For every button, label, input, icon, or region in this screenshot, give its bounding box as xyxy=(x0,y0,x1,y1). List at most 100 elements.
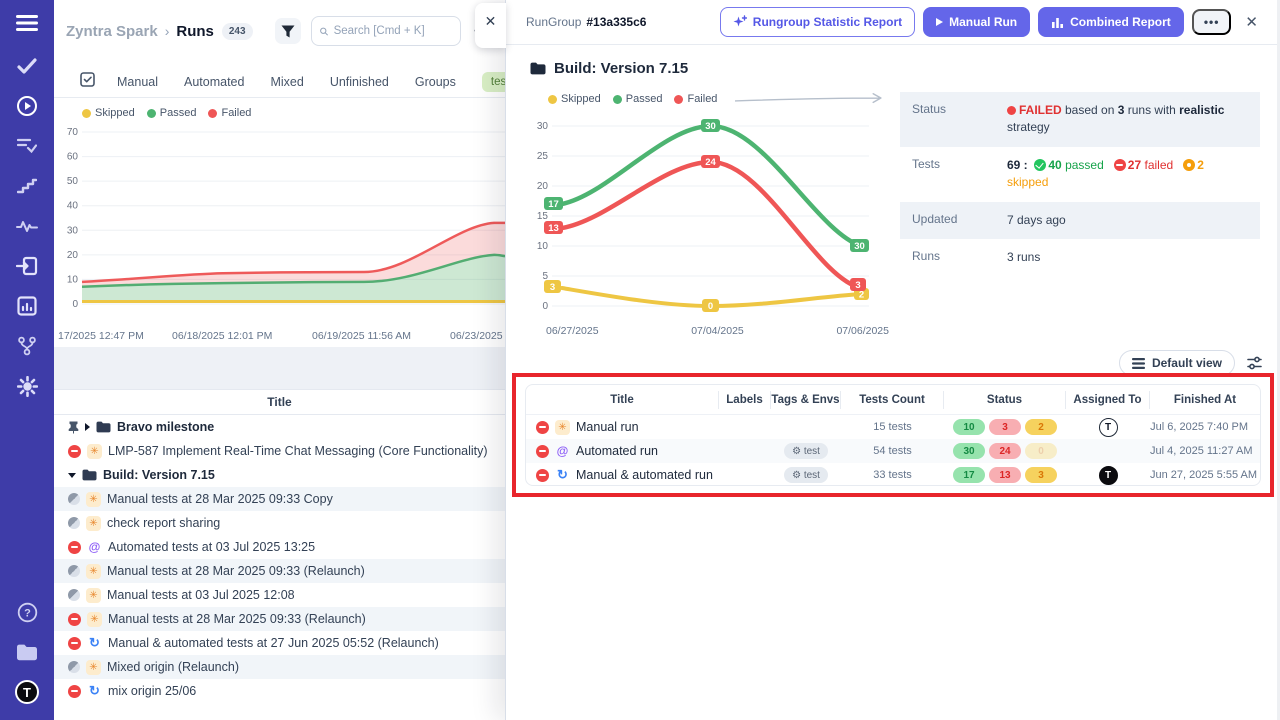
tests-check-icon[interactable] xyxy=(0,46,54,86)
list-item-run[interactable]: ✳ check report sharing xyxy=(54,511,505,535)
runs-list-title-header[interactable]: Title xyxy=(54,389,505,415)
search-input[interactable] xyxy=(334,25,452,37)
filter-button[interactable] xyxy=(275,18,301,44)
runs-play-icon[interactable] xyxy=(0,86,54,126)
assignee-avatar[interactable]: T xyxy=(1099,466,1118,485)
tests-count: 54 tests xyxy=(841,445,944,457)
list-item-folder-build[interactable]: Build: Version 7.15 xyxy=(54,463,505,487)
table-row-manual-run[interactable]: ✳ Manual run 15 tests 10 3 2 T Jul 6, 20… xyxy=(526,415,1260,439)
left-chart-x-axis: 17/2025 12:47 PM 06/18/2025 12:01 PM 06/… xyxy=(54,330,505,344)
import-icon[interactable] xyxy=(0,246,54,286)
rungroup-statistic-report-button[interactable]: Rungroup Statistic Report xyxy=(720,7,915,37)
projects-folder-icon[interactable] xyxy=(0,632,54,672)
help-icon[interactable]: ? xyxy=(0,592,54,632)
svg-text:24: 24 xyxy=(705,157,716,168)
status-value: FAILED based on 3 runs with realistic st… xyxy=(1007,102,1248,137)
skipped-pill: 3 xyxy=(1025,467,1057,483)
pulse-icon[interactable] xyxy=(0,206,54,246)
list-item-run[interactable]: ✳ LMP-587 Implement Real-Time Chat Messa… xyxy=(54,439,505,463)
drawer-close-button[interactable]: ✕ xyxy=(1239,9,1264,35)
drawer-edge-close-button[interactable]: ✕ xyxy=(475,3,506,48)
list-item-run[interactable]: ✳ Manual tests at 28 Mar 2025 09:33 Copy xyxy=(54,487,505,511)
col-status[interactable]: Status xyxy=(944,391,1066,409)
list-item-run[interactable]: ✳ Mixed origin (Relaunch) xyxy=(54,655,505,679)
x-tick: 07/04/2025 xyxy=(691,325,744,337)
list-item-label: Bravo milestone xyxy=(117,420,214,434)
col-tags-envs[interactable]: Tags & Envs xyxy=(771,391,841,409)
failed-legend-dot xyxy=(208,109,217,118)
tab-manual[interactable]: Manual xyxy=(117,75,158,89)
search-box[interactable] xyxy=(311,16,461,46)
svg-text:3: 3 xyxy=(550,282,555,293)
list-item-run[interactable]: ↻ mix origin 25/06 xyxy=(54,679,505,703)
list-item-run[interactable]: ↻ Manual & automated tests at 27 Jun 202… xyxy=(54,631,505,655)
col-finished-at[interactable]: Finished At xyxy=(1150,391,1260,409)
list-item-run[interactable]: @ Automated tests at 03 Jul 2025 13:25 xyxy=(54,535,505,559)
tag-badge[interactable]: ⚙ test xyxy=(784,443,828,459)
button-label: Rungroup Statistic Report xyxy=(753,15,902,29)
failed-status-icon xyxy=(536,469,549,482)
breadcrumb-page[interactable]: Runs xyxy=(176,23,214,40)
steps-icon[interactable] xyxy=(0,166,54,206)
tab-mixed[interactable]: Mixed xyxy=(270,75,303,89)
columns-settings-icon[interactable] xyxy=(1247,356,1262,370)
list-item-label: Manual tests at 03 Jul 2025 12:08 xyxy=(107,588,295,602)
analytics-icon[interactable] xyxy=(0,286,54,326)
x-tick: 07/06/2025 xyxy=(836,325,889,337)
tag-badge[interactable]: ⚙ test xyxy=(784,467,828,483)
tests-count: 33 tests xyxy=(841,469,944,481)
x-tick: 06/27/2025 xyxy=(546,325,599,337)
tag-filter-badge[interactable]: test work xyxy=(482,72,505,92)
select-all-icon[interactable] xyxy=(80,72,95,92)
rungroup-drawer: ✕ RunGroup #13a335c6 Rungroup Statistic … xyxy=(505,0,1280,720)
table-row-automated-run[interactable]: @ Automated run ⚙ test 54 tests 30 24 0 … xyxy=(526,439,1260,463)
breadcrumb-project[interactable]: Zyntra Spark xyxy=(66,23,158,40)
assignee-avatar[interactable]: T xyxy=(1099,418,1118,437)
svg-text:15: 15 xyxy=(537,211,549,222)
menu-icon[interactable] xyxy=(0,0,54,46)
table-row-manual-automated-run[interactable]: ↻ Manual & automated run ⚙ test 33 tests… xyxy=(526,463,1260,486)
chevron-right-icon[interactable] xyxy=(85,423,90,431)
rungroup-info: Status FAILED based on 3 runs with reali… xyxy=(900,92,1260,276)
tab-groups[interactable]: Groups xyxy=(415,75,456,89)
col-title[interactable]: Title xyxy=(526,391,719,409)
failed-status-icon xyxy=(68,541,81,554)
pin-icon[interactable] xyxy=(68,421,79,434)
branches-icon[interactable] xyxy=(0,326,54,366)
bar-chart-icon xyxy=(1051,16,1064,29)
failed-dot-icon xyxy=(1007,106,1016,115)
rungroup-runs-table: Title Labels Tags & Envs Tests Count Sta… xyxy=(525,384,1261,486)
user-avatar[interactable]: T xyxy=(0,672,54,712)
col-tests-count[interactable]: Tests Count xyxy=(841,391,944,409)
tab-unfinished[interactable]: Unfinished xyxy=(330,75,389,89)
failed-pill: 24 xyxy=(989,443,1021,459)
svg-text:60: 60 xyxy=(67,152,79,163)
col-labels[interactable]: Labels xyxy=(719,391,771,409)
test-plans-icon[interactable] xyxy=(0,126,54,166)
x-tick: 06/23/2025 5:52 PM xyxy=(450,330,505,342)
runs-area-chart: 70 60 50 40 30 20 10 0 xyxy=(54,122,505,322)
tab-automated[interactable]: Automated xyxy=(184,75,244,89)
col-assigned-to[interactable]: Assigned To xyxy=(1066,391,1150,409)
svg-text:50: 50 xyxy=(67,176,79,187)
manual-run-button[interactable]: Manual Run xyxy=(923,7,1030,37)
mixed-run-icon: ↻ xyxy=(87,684,102,699)
more-options-button[interactable]: ••• xyxy=(1192,9,1232,35)
passed-pill: 17 xyxy=(953,467,985,483)
list-item-run[interactable]: ✳ Manual tests at 28 Mar 2025 09:33 (Rel… xyxy=(54,559,505,583)
failed-status-icon xyxy=(68,613,81,626)
list-item-run[interactable]: ✳ Manual tests at 28 Mar 2025 09:33 (Rel… xyxy=(54,607,505,631)
combined-report-button[interactable]: Combined Report xyxy=(1038,7,1184,37)
manual-run-icon: ✳ xyxy=(555,420,570,435)
status-pills: 10 3 2 xyxy=(944,419,1066,435)
list-item-milestone[interactable]: Bravo milestone xyxy=(54,415,505,439)
rungroup-chart-x-axis: 06/27/2025 07/04/2025 07/06/2025 xyxy=(524,323,889,337)
settings-gear-icon[interactable] xyxy=(0,366,54,406)
chevron-down-icon[interactable] xyxy=(68,473,76,478)
passed-pill: 30 xyxy=(953,443,985,459)
svg-text:?: ? xyxy=(24,607,31,619)
svg-text:20: 20 xyxy=(537,181,549,192)
list-item-run[interactable]: ✳ Manual tests at 03 Jul 2025 12:08 xyxy=(54,583,505,607)
list-item-label: Manual & automated tests at 27 Jun 2025 … xyxy=(108,636,439,650)
button-label: Manual Run xyxy=(949,15,1017,29)
